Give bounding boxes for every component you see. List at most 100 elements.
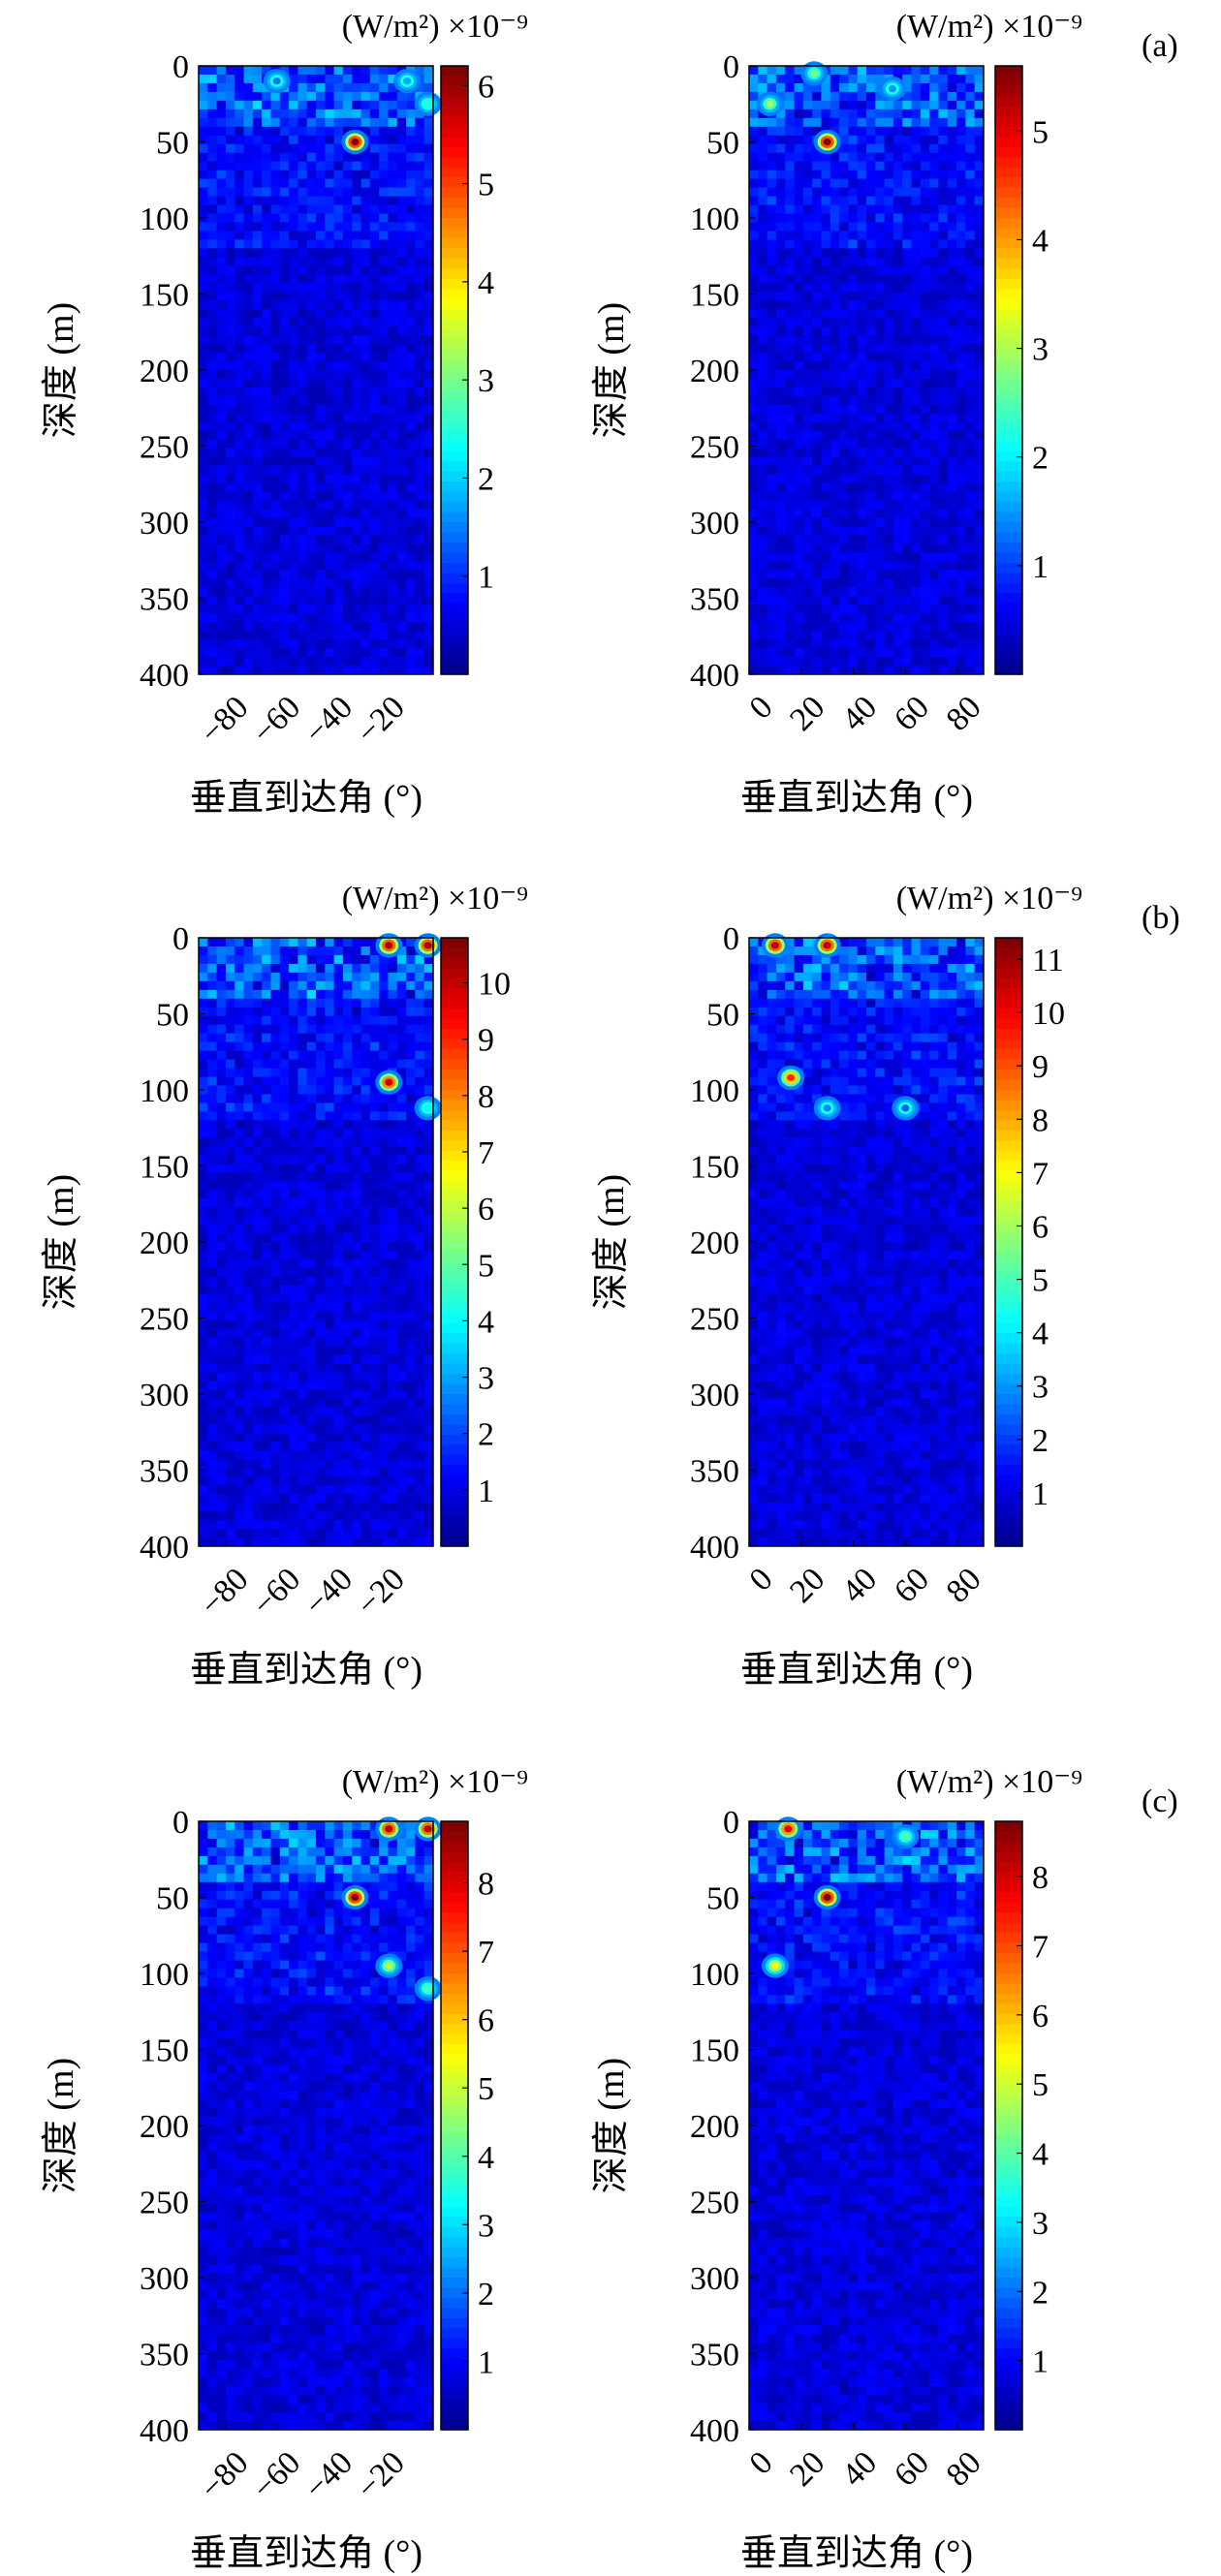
heatmap-cell <box>902 500 913 511</box>
heatmap-cell <box>225 196 235 206</box>
heatmap-cell <box>415 152 425 163</box>
heatmap-cell <box>379 274 389 284</box>
heatmap-cell <box>902 543 913 553</box>
heatmap-cell <box>316 439 326 450</box>
heatmap-cell <box>884 430 894 441</box>
heatmap-cell <box>902 196 913 206</box>
heatmap-cell <box>884 222 894 232</box>
heatmap-cell <box>848 74 859 84</box>
heatmap-cell <box>252 1346 263 1356</box>
heatmap-cell <box>857 482 867 493</box>
heatmap-cell <box>325 187 335 198</box>
heatmap-cell <box>235 1155 245 1164</box>
heatmap-cell <box>911 500 922 511</box>
heatmap-cell <box>758 361 768 371</box>
heatmap-cell <box>243 326 254 336</box>
heatmap-cell <box>316 1276 326 1287</box>
heatmap-cell <box>333 1468 344 1477</box>
heatmap-cell <box>342 535 353 544</box>
heatmap-cell <box>839 552 849 562</box>
heatmap-cell <box>316 204 326 215</box>
heatmap-cell <box>279 1424 290 1434</box>
heatmap-cell <box>235 1424 245 1434</box>
heatmap-cell <box>884 657 894 667</box>
heatmap-cell <box>207 456 218 467</box>
heatmap-cell <box>415 274 425 284</box>
heatmap-cell <box>316 509 326 519</box>
heatmap-cell <box>947 404 957 415</box>
heatmap-cell <box>262 613 271 623</box>
heatmap-cell <box>830 265 840 275</box>
heatmap-cell <box>785 100 796 110</box>
heatmap-cell <box>884 117 894 128</box>
heatmap-cell <box>342 152 353 163</box>
heatmap-cell <box>297 972 308 982</box>
heatmap-cell <box>262 239 271 249</box>
heatmap-cell <box>802 170 813 180</box>
heatmap-cell <box>262 370 271 380</box>
heatmap-cell <box>821 613 831 623</box>
heatmap-cell <box>216 413 227 423</box>
heatmap-cell <box>956 552 966 562</box>
heatmap-cell <box>379 100 389 110</box>
heatmap-cell <box>252 213 263 223</box>
heatmap-cell <box>306 666 317 675</box>
heatmap-cell <box>243 605 254 614</box>
heatmap-cell <box>857 666 867 675</box>
heatmap-cell <box>758 613 768 623</box>
hotspot-3 <box>423 100 432 108</box>
heatmap-cell <box>279 1068 290 1078</box>
heatmap-cell <box>830 561 840 571</box>
heatmap-cell <box>297 187 308 198</box>
heatmap-cell <box>902 631 913 640</box>
heatmap-cell <box>388 378 398 388</box>
heatmap-cell <box>316 1120 326 1130</box>
heatmap-cell <box>270 509 281 519</box>
heatmap-cell <box>379 395 389 406</box>
heatmap-cell <box>262 395 271 406</box>
heatmap-cell <box>199 135 208 145</box>
heatmap-cell <box>252 482 263 493</box>
heatmap-cell <box>406 274 416 284</box>
heatmap-cell <box>920 265 930 275</box>
heatmap-cell <box>333 1267 344 1278</box>
heatmap-cell <box>316 283 326 293</box>
heatmap-cell <box>857 622 867 632</box>
heatmap-cell <box>379 204 389 215</box>
heatmap-cell <box>297 326 308 336</box>
heatmap-cell <box>325 946 335 956</box>
heatmap-cell <box>892 613 903 623</box>
heatmap-cell <box>866 605 876 614</box>
heatmap-cell <box>199 248 208 258</box>
heatmap-cell <box>802 265 813 275</box>
heatmap-cell <box>758 387 768 397</box>
heatmap-cell <box>325 257 335 266</box>
heatmap-cell <box>235 1494 245 1504</box>
heatmap-cell <box>207 1155 218 1164</box>
heatmap-cell <box>423 231 434 240</box>
heatmap-cell <box>342 491 353 502</box>
heatmap-cell <box>199 187 208 198</box>
heatmap-cell <box>297 613 308 623</box>
heatmap-cell <box>415 239 425 249</box>
heatmap-cell <box>406 135 416 145</box>
heatmap-cell <box>207 543 218 553</box>
heatmap-cell <box>884 170 894 180</box>
heatmap-cell <box>333 561 344 571</box>
heatmap-cell <box>279 170 290 180</box>
colorbar-segment <box>441 400 468 412</box>
heatmap-cell <box>884 526 894 536</box>
heatmap-cell <box>396 274 407 284</box>
heatmap-cell <box>262 265 271 275</box>
heatmap-cell <box>289 143 298 154</box>
heatmap-cell <box>270 1076 281 1087</box>
heatmap-cell <box>938 605 949 614</box>
heatmap-cell <box>235 561 245 571</box>
heatmap-cell <box>270 1389 281 1399</box>
heatmap-cell <box>289 631 298 640</box>
heatmap-cell <box>848 204 859 215</box>
heatmap-cell <box>775 204 786 215</box>
heatmap-cell <box>802 361 813 371</box>
heatmap-cell <box>270 1172 281 1182</box>
colorbar-segment <box>441 146 468 158</box>
